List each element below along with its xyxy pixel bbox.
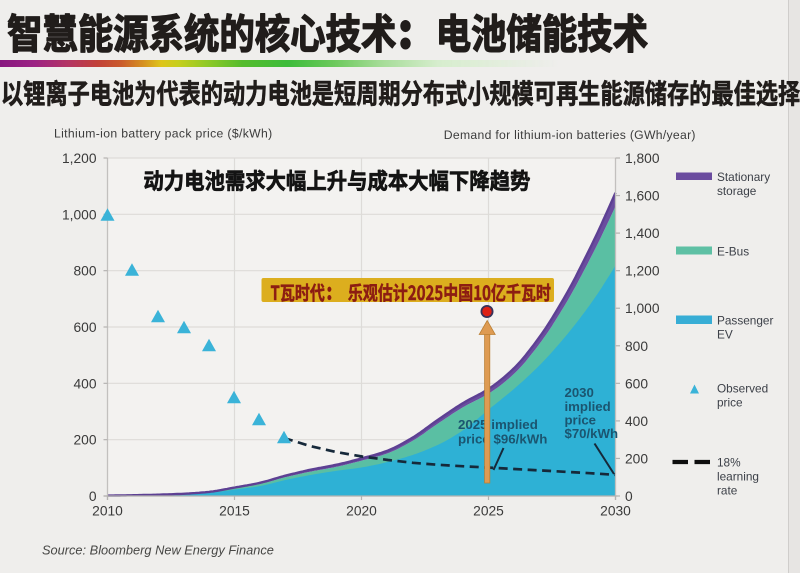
svg-text:2030: 2030 bbox=[565, 385, 594, 400]
svg-text:2025 implied: 2025 implied bbox=[458, 417, 538, 432]
svg-text:400: 400 bbox=[625, 414, 648, 429]
svg-text:1,600: 1,600 bbox=[625, 189, 660, 204]
svg-text:400: 400 bbox=[73, 376, 96, 391]
svg-text:rate: rate bbox=[717, 484, 738, 498]
svg-text:200: 200 bbox=[625, 451, 648, 466]
svg-text:Source: Bloomberg New Energy F: Source: Bloomberg New Energy Finance bbox=[42, 543, 274, 558]
svg-text:Lithium-ion battery pack price: Lithium-ion battery pack price ($/kWh) bbox=[54, 127, 273, 141]
svg-text:1,000: 1,000 bbox=[625, 301, 660, 316]
svg-text:$70/kWh: $70/kWh bbox=[565, 426, 619, 441]
svg-text:18%: 18% bbox=[717, 456, 741, 470]
svg-text:2020: 2020 bbox=[346, 504, 377, 519]
svg-text:E-Bus: E-Bus bbox=[717, 245, 749, 259]
svg-text:1,200: 1,200 bbox=[625, 264, 660, 279]
svg-text:2010: 2010 bbox=[92, 504, 123, 519]
svg-text:Observed: Observed bbox=[717, 382, 768, 396]
svg-text:1,800: 1,800 bbox=[625, 151, 660, 166]
svg-text:learning: learning bbox=[717, 470, 759, 484]
svg-text:storage: storage bbox=[717, 184, 757, 198]
svg-text:1,400: 1,400 bbox=[625, 226, 660, 241]
svg-text:Demand for lithium-ion batteri: Demand for lithium-ion batteries (GWh/ye… bbox=[444, 128, 696, 142]
svg-text:2015: 2015 bbox=[219, 504, 250, 519]
svg-text:price: price bbox=[565, 413, 597, 428]
svg-text:0: 0 bbox=[625, 489, 633, 504]
svg-text:price: price bbox=[717, 396, 743, 410]
svg-text:800: 800 bbox=[625, 339, 648, 354]
svg-text:2025: 2025 bbox=[473, 504, 504, 519]
svg-text:price $96/kWh: price $96/kWh bbox=[458, 432, 547, 447]
svg-text:800: 800 bbox=[73, 264, 96, 279]
svg-text:Stationary: Stationary bbox=[717, 170, 770, 184]
svg-text:Passenger: Passenger bbox=[717, 314, 773, 328]
svg-text:200: 200 bbox=[73, 433, 96, 448]
svg-text:implied: implied bbox=[565, 399, 611, 414]
svg-text:600: 600 bbox=[73, 320, 96, 335]
svg-text:0: 0 bbox=[89, 489, 97, 504]
svg-text:1,000: 1,000 bbox=[62, 207, 97, 222]
svg-text:EV: EV bbox=[717, 328, 733, 342]
svg-text:1,200: 1,200 bbox=[62, 151, 97, 166]
svg-text:2030: 2030 bbox=[600, 504, 631, 519]
svg-text:600: 600 bbox=[625, 376, 648, 391]
